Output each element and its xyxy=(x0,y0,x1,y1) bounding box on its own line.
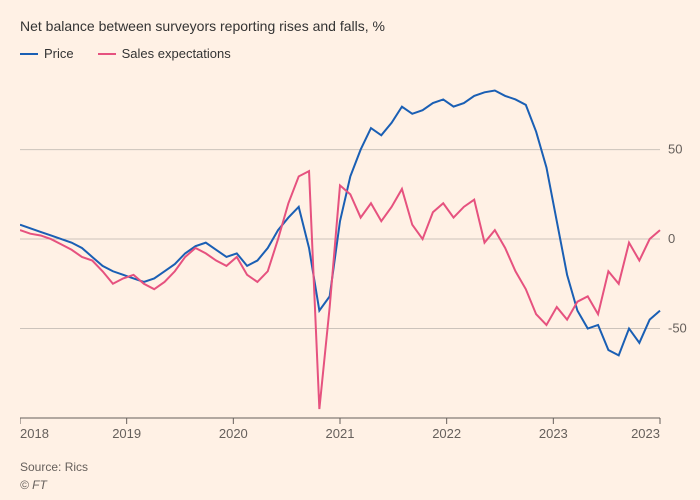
svg-text:2018: 2018 xyxy=(20,426,49,441)
svg-text:-50: -50 xyxy=(668,321,687,336)
copyright-text: © FT xyxy=(20,478,47,492)
svg-text:2023: 2023 xyxy=(631,426,660,441)
svg-text:2021: 2021 xyxy=(326,426,355,441)
legend-label-price: Price xyxy=(44,46,74,61)
line-chart: -50 0 50 2018 2019 2020 2021 2022 2023 2023 xyxy=(20,78,700,458)
legend-label-sales: Sales expectations xyxy=(122,46,231,61)
svg-text:2019: 2019 xyxy=(112,426,141,441)
svg-text:0: 0 xyxy=(668,231,675,246)
legend-item-price: Price xyxy=(20,46,74,61)
svg-text:2022: 2022 xyxy=(432,426,461,441)
svg-text:2023: 2023 xyxy=(539,426,568,441)
legend-swatch-sales xyxy=(98,53,116,55)
svg-text:50: 50 xyxy=(668,142,682,157)
legend-item-sales: Sales expectations xyxy=(98,46,231,61)
svg-text:2020: 2020 xyxy=(219,426,248,441)
legend: Price Sales expectations xyxy=(20,46,231,61)
chart-subtitle: Net balance between surveyors reporting … xyxy=(20,18,385,34)
legend-swatch-price xyxy=(20,53,38,55)
source-text: Source: Rics xyxy=(20,460,88,474)
